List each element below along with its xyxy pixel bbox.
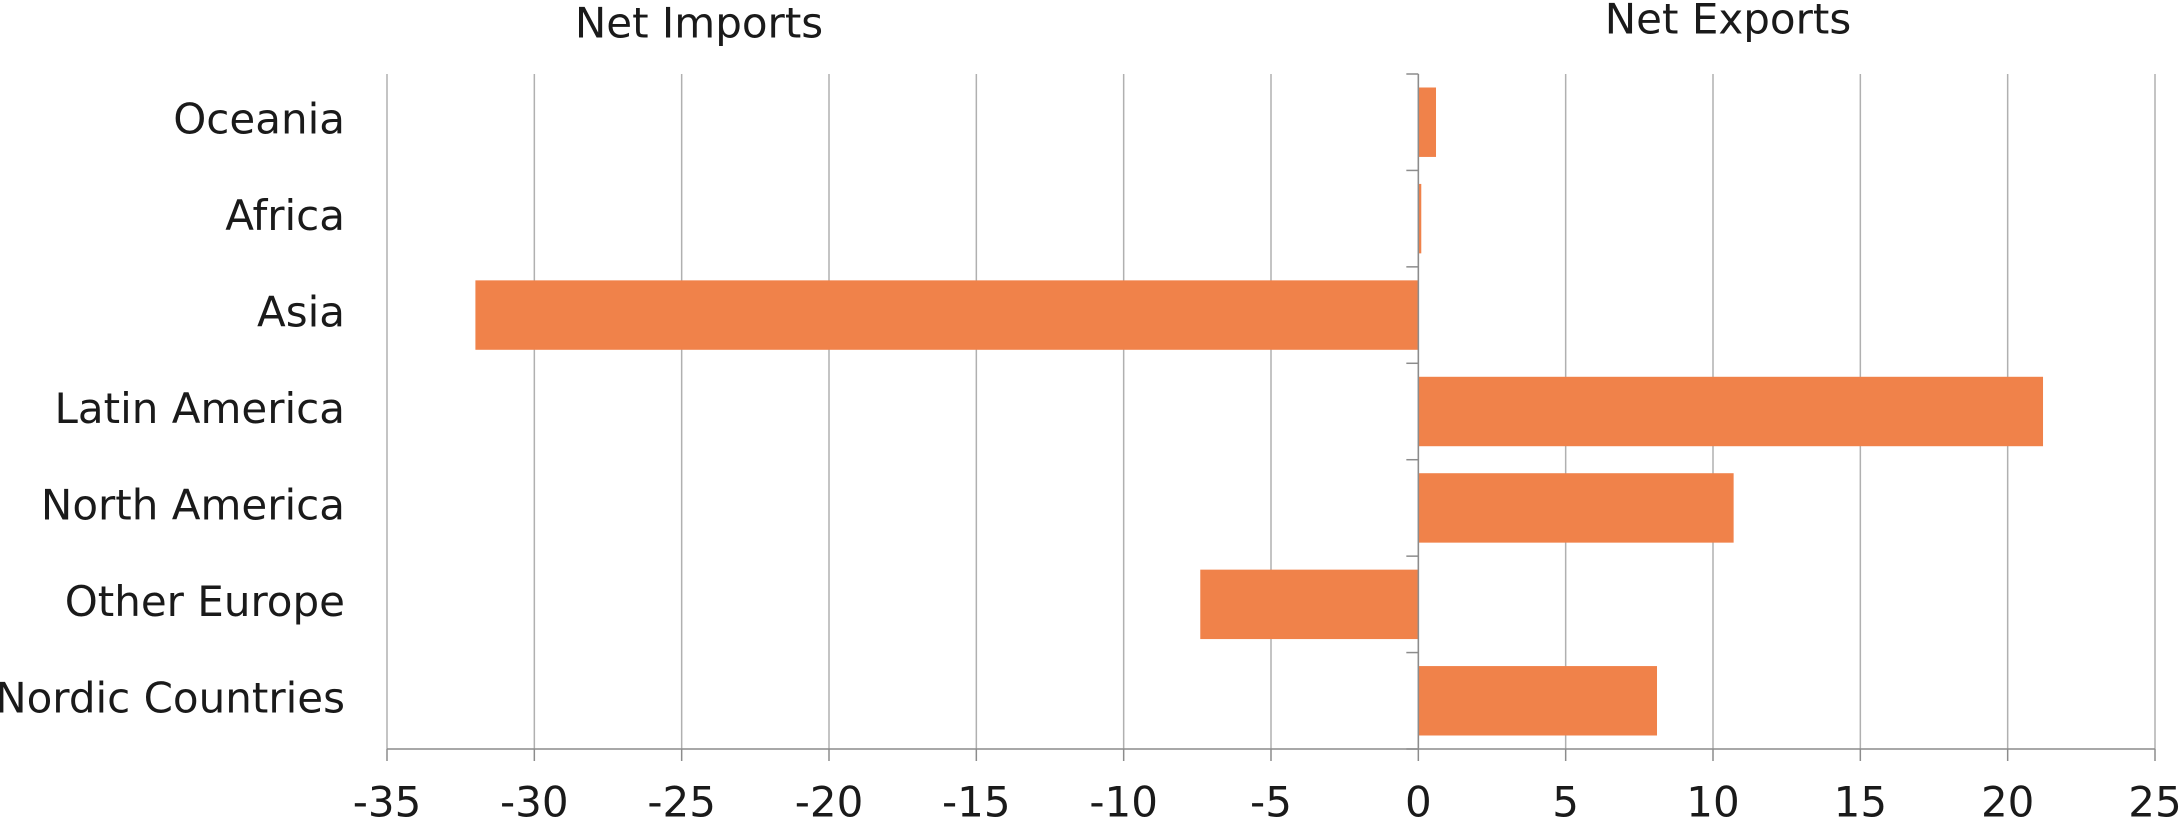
x-tick-label: -30 xyxy=(500,778,569,827)
x-tick-label: -20 xyxy=(795,778,864,827)
bar xyxy=(475,280,1419,350)
bar xyxy=(1418,87,1437,157)
annotation: Net Exports xyxy=(1605,0,1851,44)
y-tick-label: North America xyxy=(41,480,345,529)
x-tick-label: -35 xyxy=(353,778,422,827)
x-tick-label: 5 xyxy=(1552,778,1579,827)
bar xyxy=(1418,473,1734,543)
x-tick-label: 0 xyxy=(1405,778,1432,827)
x-tick-label: -10 xyxy=(1089,778,1158,827)
annotation: Net Imports xyxy=(575,0,823,48)
y-tick-label: Asia xyxy=(257,288,345,337)
x-tick-label: 15 xyxy=(1834,778,1887,827)
bar xyxy=(1418,376,2044,447)
x-tick-label: 25 xyxy=(2128,778,2181,827)
x-tick-label: -5 xyxy=(1250,778,1292,827)
y-tick-label: Nordic Countries xyxy=(0,673,345,722)
y-tick-label: Oceania xyxy=(173,95,345,144)
bar xyxy=(1418,666,1658,736)
x-tick-label: 10 xyxy=(1686,778,1739,827)
x-tick-label: -25 xyxy=(647,778,716,827)
y-tick-label: Latin America xyxy=(55,384,346,433)
bar xyxy=(1418,183,1422,254)
x-tick-label: 20 xyxy=(1981,778,2034,827)
y-tick-label: Other Europe xyxy=(65,577,345,626)
bar xyxy=(1200,569,1419,640)
x-tick-label: -15 xyxy=(942,778,1011,827)
y-tick-label: Africa xyxy=(225,191,345,240)
